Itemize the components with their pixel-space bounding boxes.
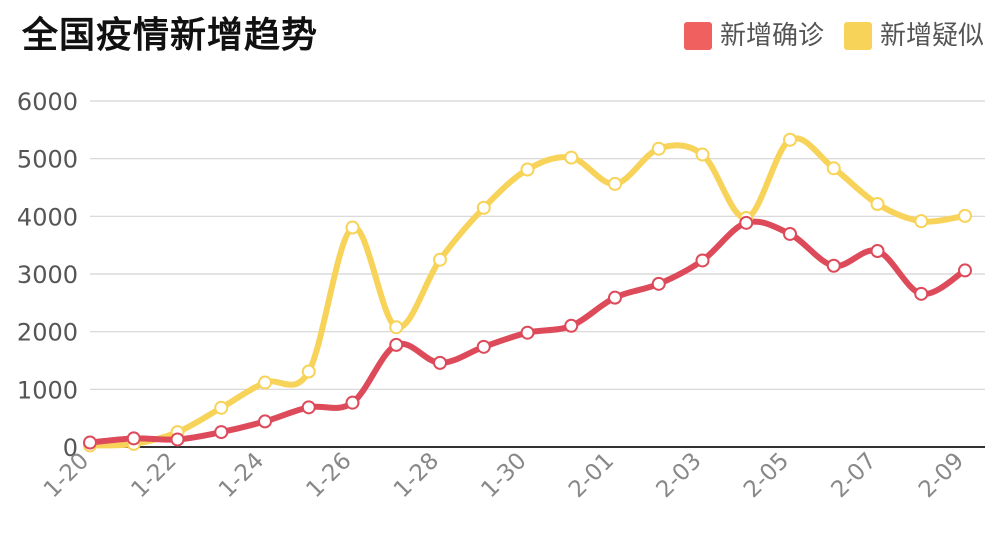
x-tick-label: 2-01 [564,448,619,503]
legend-item-suspected[interactable]: 新增疑似 [843,14,984,58]
data-point-confirmed [214,425,229,440]
legend-swatch-suspected [843,22,872,50]
y-tick-label: 6000 [17,88,78,116]
data-point-confirmed [433,355,447,370]
y-tick-label: 1000 [17,376,78,404]
data-point-suspected [214,400,229,415]
y-tick-label: 4000 [17,203,78,231]
y-tick-label: 2000 [17,319,78,347]
data-point-suspected [783,132,797,147]
x-tick-label: 1-30 [476,448,531,503]
data-point-confirmed [83,435,97,450]
data-point-confirmed [345,395,360,410]
data-point-confirmed [739,215,754,230]
data-point-confirmed [651,276,666,291]
data-point-confirmed [608,290,622,305]
x-tick-label: 1-26 [301,448,356,503]
x-tick-label: 2-07 [826,448,881,503]
data-point-suspected [301,364,316,379]
x-tick-label: 1-20 [39,448,94,503]
series-line-suspected [87,135,968,449]
data-point-suspected [258,375,272,390]
data-point-suspected [564,150,579,165]
y-tick-label: 5000 [17,146,78,174]
data-point-confirmed [258,414,272,429]
y-tick-label: 0 [63,434,78,462]
data-point-suspected [345,220,360,235]
data-point-confirmed [870,243,885,258]
data-point-confirmed [958,263,972,278]
x-tick-label: 2-09 [914,448,969,503]
data-point-confirmed [389,337,404,352]
data-point-suspected [958,208,972,223]
data-point-confirmed [301,400,316,415]
data-point-suspected [651,141,666,156]
data-point-suspected [914,214,929,229]
data-point-confirmed [170,432,185,447]
data-point-suspected [695,147,710,162]
data-point-suspected [608,176,622,191]
x-tick-label: 1-22 [126,448,181,503]
data-point-confirmed [783,226,797,241]
y-tick-label: 3000 [17,261,78,289]
legend-item-confirmed[interactable]: 新增确诊 [683,14,824,58]
data-point-suspected [826,161,841,176]
x-tick-label: 2-03 [651,448,706,503]
data-point-confirmed [126,431,141,446]
data-point-confirmed [520,325,535,340]
chart-title: 全国疫情新增趋势 [22,15,319,56]
data-point-confirmed [695,253,710,268]
x-tick-label: 1-24 [214,448,269,503]
data-point-confirmed [476,339,491,354]
data-point-suspected [870,196,885,211]
data-point-confirmed [914,286,929,301]
data-point-suspected [520,162,535,177]
data-point-suspected [476,200,491,215]
data-point-confirmed [826,258,841,273]
legend-swatch-confirmed [683,22,712,50]
x-tick-label: 1-28 [389,448,444,503]
data-point-suspected [389,320,404,335]
data-point-confirmed [564,318,579,333]
x-tick-label: 2-05 [739,448,794,503]
data-point-suspected [433,252,447,267]
legend-label-suspected: 新增疑似 [879,21,984,51]
legend: 新增确诊 新增疑似 [683,14,984,58]
legend-label-confirmed: 新增确诊 [719,21,824,51]
